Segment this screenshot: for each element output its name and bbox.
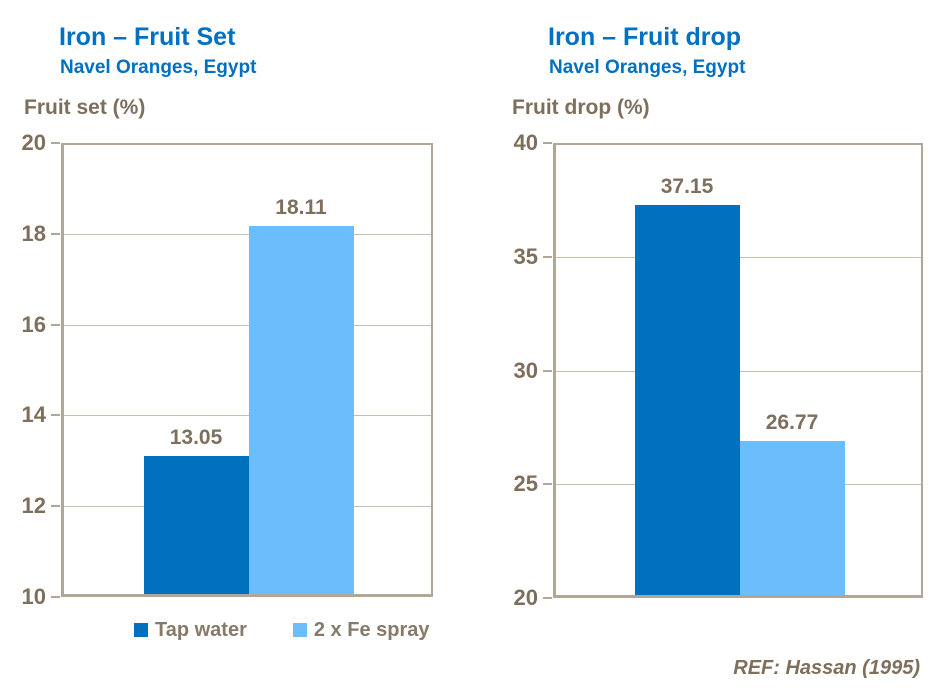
gridline [64, 234, 431, 235]
chart-title: Iron – Fruit drop [548, 23, 742, 51]
y-tick-mark [51, 414, 60, 417]
chart-title: Iron – Fruit Set [59, 23, 236, 51]
y-tick-mark [51, 142, 60, 144]
y-axis-title: Fruit drop (%) [512, 96, 650, 119]
reference-note: REF: Hassan (1995) [733, 657, 920, 679]
plot-area: 13.05 18.11 [61, 143, 433, 597]
bar-2 x Fe spray [739, 440, 845, 595]
y-tick-label: 14 [21, 402, 46, 428]
y-tick-label: 35 [513, 243, 538, 269]
bar-value-label: 26.77 [765, 410, 819, 434]
bar-value-label: 37.15 [660, 174, 714, 198]
bar-2 x Fe spray [248, 225, 354, 594]
y-axis-title: Fruit set (%) [24, 96, 146, 119]
y-tick-label: 16 [21, 311, 46, 337]
y-tick-mark [51, 323, 60, 326]
y-tick-label: 20 [21, 130, 46, 155]
legend-swatch [292, 623, 307, 637]
y-tick-mark [543, 369, 552, 372]
y-tick-mark [51, 232, 60, 235]
y-tick-label: 25 [513, 471, 538, 497]
y-tick-label: 12 [21, 493, 46, 519]
legend-label: 2 x Fe spray [313, 619, 430, 641]
chart-subtitle: Navel Oranges, Egypt [60, 57, 257, 78]
y-tick-mark [543, 597, 552, 599]
plot-area: 37.15 26.77 [553, 143, 923, 598]
y-tick-mark [543, 142, 552, 144]
y-tick-label: 18 [21, 220, 46, 246]
bar-value-label: 18.11 [275, 195, 327, 219]
bar-Tap water [634, 204, 740, 595]
y-tick-label: 20 [513, 585, 538, 610]
y-tick-label: 10 [21, 584, 46, 609]
y-tick-label: 30 [513, 357, 538, 383]
legend: Tap water 2 x Fe spray [134, 620, 430, 640]
y-tick-mark [543, 483, 552, 486]
y-tick-mark [51, 505, 60, 508]
bar-Tap water [143, 455, 249, 594]
legend-label: Tap water [155, 619, 247, 641]
chart-subtitle: Navel Oranges, Egypt [549, 57, 746, 78]
y-tick-mark [51, 596, 60, 598]
legend-item: 2 x Fe spray [292, 619, 430, 641]
y-tick-mark [543, 255, 552, 258]
bar-value-label: 13.05 [169, 425, 223, 449]
y-tick-label: 40 [513, 130, 538, 155]
legend-swatch [134, 623, 148, 637]
gridline [64, 415, 431, 416]
legend-item: Tap water [134, 620, 247, 640]
gridline [64, 325, 431, 326]
